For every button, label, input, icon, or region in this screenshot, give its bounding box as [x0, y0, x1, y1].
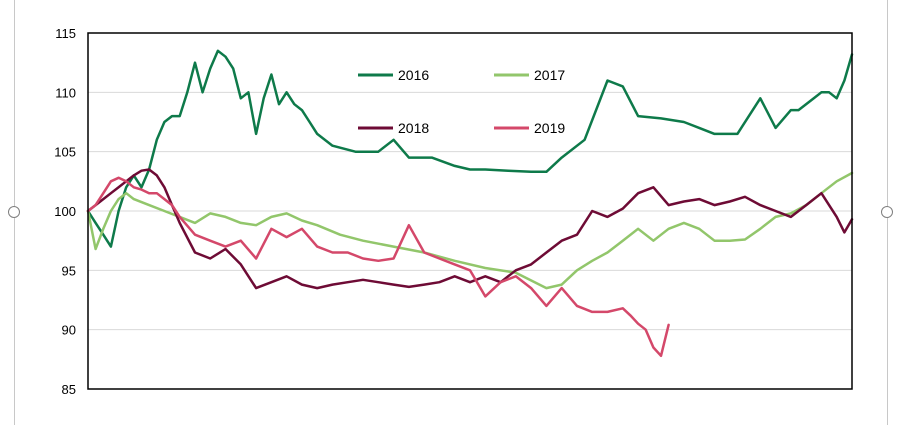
- gridlines: [88, 91, 852, 331]
- y-tick-label-95: 95: [62, 263, 76, 278]
- legend-label-2018: 2018: [398, 120, 429, 136]
- series-line-2017: [86, 171, 854, 290]
- left-resize-handle[interactable]: [8, 206, 20, 218]
- y-tick-label-110: 110: [55, 85, 76, 100]
- legend-label-2016: 2016: [398, 67, 429, 83]
- legend-label-2019: 2019: [534, 120, 565, 136]
- y-tick-label-90: 90: [62, 323, 76, 338]
- y-tick-label-105: 105: [54, 145, 76, 160]
- y-tick-label-100: 100: [54, 204, 76, 219]
- y-tick-label-115: 115: [55, 26, 76, 41]
- legend-item-2016: 2016: [358, 67, 429, 83]
- legend-item-2018: 2018: [358, 120, 429, 136]
- plot-area-border: [87, 32, 853, 390]
- series-line-2018: [86, 168, 854, 290]
- legend-item-2019: 2019: [494, 120, 565, 136]
- series-line-2016: [86, 49, 854, 248]
- series-line-2019: [86, 176, 670, 358]
- series-lines: [86, 49, 854, 358]
- legend: 2016 2017 2018 2019: [358, 67, 565, 136]
- legend-label-2017: 2017: [534, 67, 565, 83]
- right-resize-handle[interactable]: [881, 206, 893, 218]
- legend-item-2017: 2017: [494, 67, 565, 83]
- y-tick-label-85: 85: [62, 382, 76, 397]
- y-axis-tick-labels: 85 90 95 100 105 110 115: [54, 26, 76, 397]
